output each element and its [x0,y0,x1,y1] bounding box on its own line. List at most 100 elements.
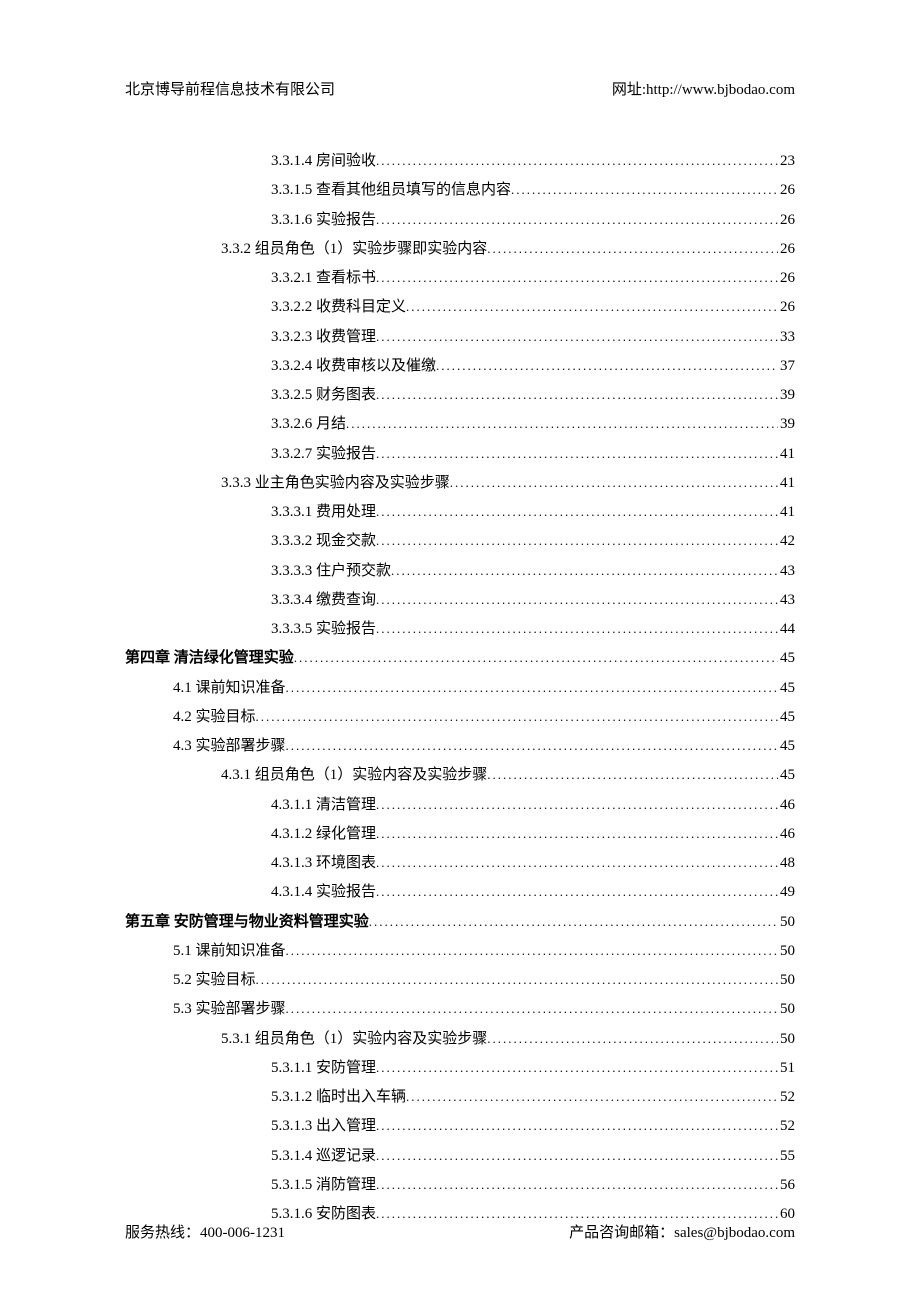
toc-entry: 3.3.3 业主角色实验内容及实验步骤 41 [125,469,795,498]
toc-entry-page: 26 [778,206,795,235]
toc-entry-page: 41 [778,469,795,498]
toc-entry-title: 5.3.1 组员角色（1）实验内容及实验步骤 [221,1025,487,1054]
toc-entry-title: 3.3.3.5 实验报告 [271,615,376,644]
toc-entry-title: 3.3.1.5 查看其他组员填写的信息内容 [271,176,511,205]
toc-entry: 5.2 实验目标 50 [125,966,795,995]
toc-leader-dots [376,499,778,524]
toc-entry-title: 5.3.1.1 安防管理 [271,1054,376,1083]
toc-leader-dots [487,1026,778,1051]
toc-entry-page: 43 [778,586,795,615]
toc-entry: 4.3.1.4 实验报告49 [125,878,795,907]
toc-entry-title: 5.2 实验目标 [173,966,256,995]
toc-leader-dots [376,1143,778,1168]
toc-entry-page: 46 [778,791,795,820]
toc-entry: 3.3.2 组员角色（1）实验步骤即实验内容26 [125,235,795,264]
toc-entry: 3.3.2.4 收费审核以及催缴37 [125,352,795,381]
toc-leader-dots [256,704,778,729]
toc-entry: 3.3.3.3 住户预交款43 [125,557,795,586]
toc-entry-page: 43 [778,557,795,586]
toc-entry-title: 3.3.2.7 实验报告 [271,440,376,469]
toc-leader-dots [376,324,778,349]
toc-entry-title: 3.3.2.1 查看标书 [271,264,376,293]
toc-entry-page: 55 [778,1142,795,1171]
toc-entry: 3.3.1.5 查看其他组员填写的信息内容26 [125,176,795,205]
toc-entry: 3.3.3.1 费用处理41 [125,498,795,527]
toc-entry: 5.3.1.3 出入管理52 [125,1112,795,1141]
toc-entry-page: 26 [778,264,795,293]
toc-leader-dots [376,148,778,173]
toc-entry: 5.3.1.4 巡逻记录 55 [125,1142,795,1171]
toc-entry: 4.3.1 组员角色（1）实验内容及实验步骤 45 [125,761,795,790]
toc-entry-title: 5.3 实验部署步骤 [173,995,286,1024]
toc-leader-dots [376,1172,778,1197]
toc-entry-page: 37 [778,352,795,381]
toc-entry-page: 45 [778,761,795,790]
toc-entry-title: 5.3.1.5 消防管理 [271,1171,376,1200]
toc-entry: 3.3.1.6 实验报告26 [125,206,795,235]
toc-leader-dots [376,850,778,875]
toc-entry: 4.2 实验目标45 [125,703,795,732]
toc-entry-title: 4.3.1.3 环境图表 [271,849,376,878]
toc-entry: 3.3.2.5 财务图表 39 [125,381,795,410]
toc-entry-page: 42 [778,527,795,556]
toc-entry: 3.3.2.7 实验报告41 [125,440,795,469]
toc-entry-title: 第五章 安防管理与物业资料管理实验 [125,908,369,937]
toc-entry: 3.3.2.2 收费科目定义26 [125,293,795,322]
toc-leader-dots [376,616,778,641]
toc-entry-title: 4.1 课前知识准备 [173,674,286,703]
toc-leader-dots [286,675,778,700]
toc-leader-dots [406,294,778,319]
toc-leader-dots [487,236,778,261]
toc-entry-page: 50 [778,937,795,966]
toc-entry-page: 23 [778,147,795,176]
toc-entry-title: 4.3.1.4 实验报告 [271,878,376,907]
toc-entry-title: 3.3.2.5 财务图表 [271,381,376,410]
toc-entry-page: 52 [778,1083,795,1112]
toc-leader-dots [286,733,778,758]
toc-entry-title: 4.3.1.2 绿化管理 [271,820,376,849]
toc-entry-title: 4.3.1.1 清洁管理 [271,791,376,820]
toc-entry: 第五章 安防管理与物业资料管理实验50 [125,908,795,937]
toc-entry-page: 45 [778,644,795,673]
toc-leader-dots [346,411,778,436]
toc-entry-title: 4.3.1 组员角色（1）实验内容及实验步骤 [221,761,487,790]
toc-leader-dots [286,938,778,963]
header-company: 北京博导前程信息技术有限公司 [125,78,335,99]
toc-entry-page: 39 [778,381,795,410]
toc-entry: 5.3.1.2 临时出入车辆52 [125,1083,795,1112]
toc-entry-title: 5.3.1.4 巡逻记录 [271,1142,376,1171]
toc-entry: 第四章 清洁绿化管理实验45 [125,644,795,673]
toc-entry-page: 56 [778,1171,795,1200]
toc-entry-title: 3.3.2.3 收费管理 [271,323,376,352]
toc-entry-title: 3.3.1.4 房间验收 [271,147,376,176]
toc-leader-dots [376,879,778,904]
toc-entry: 3.3.2.1 查看标书 26 [125,264,795,293]
toc-entry-page: 50 [778,995,795,1024]
page-footer: 服务热线：400-006-1231 产品咨询邮箱：sales@bjbodao.c… [125,1221,795,1242]
toc-entry-page: 44 [778,615,795,644]
toc-entry-page: 50 [778,966,795,995]
toc-entry-title: 3.3.3 业主角色实验内容及实验步骤 [221,469,450,498]
toc-entry: 4.1 课前知识准备45 [125,674,795,703]
toc-entry: 4.3.1.3 环境图表48 [125,849,795,878]
toc-entry: 5.3 实验部署步骤 50 [125,995,795,1024]
toc-entry: 5.1 课前知识准备50 [125,937,795,966]
toc-leader-dots [286,996,778,1021]
toc-leader-dots [256,967,778,992]
toc-leader-dots [376,382,778,407]
toc-entry: 5.3.1 组员角色（1）实验内容及实验步骤50 [125,1025,795,1054]
toc-leader-dots [406,1084,778,1109]
toc-entry: 5.3.1.1 安防管理 51 [125,1054,795,1083]
toc-entry: 4.3.1.2 绿化管理46 [125,820,795,849]
toc-entry: 3.3.3.4 缴费查询43 [125,586,795,615]
toc-leader-dots [369,909,778,934]
toc-entry-title: 4.2 实验目标 [173,703,256,732]
toc-leader-dots [376,441,778,466]
toc-entry-page: 51 [778,1054,795,1083]
toc-entry-page: 45 [778,732,795,761]
toc-leader-dots [376,821,778,846]
toc-leader-dots [376,792,778,817]
toc-leader-dots [376,265,778,290]
toc-entry: 5.3.1.5 消防管理 56 [125,1171,795,1200]
toc-leader-dots [511,177,778,202]
